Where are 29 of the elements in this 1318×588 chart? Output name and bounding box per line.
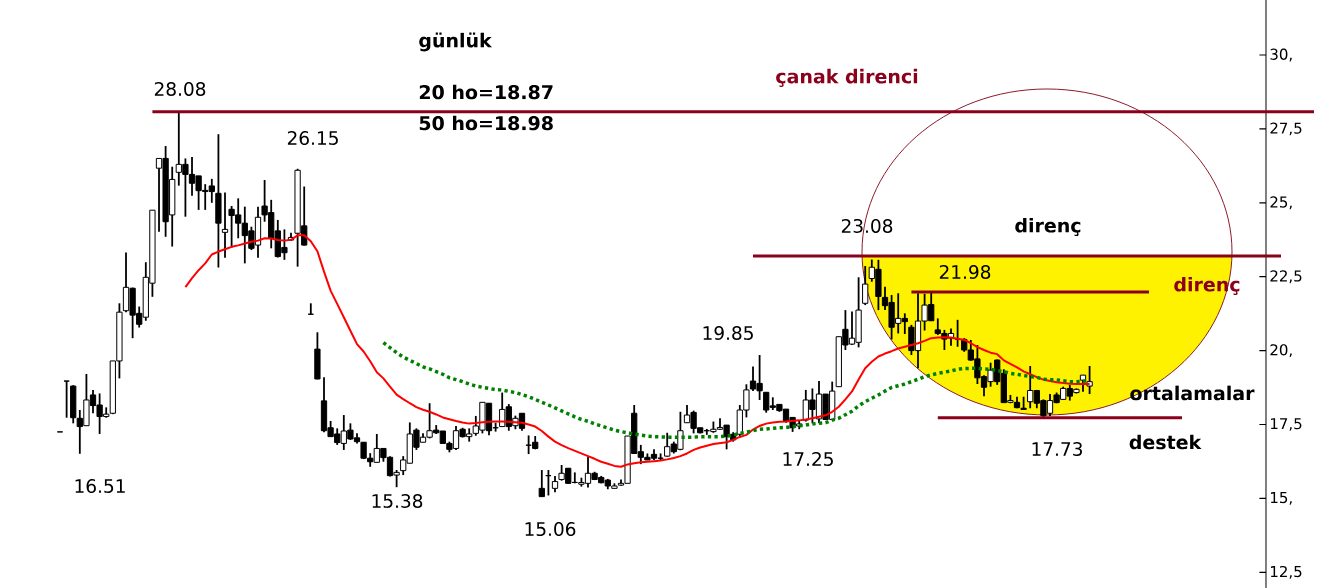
annotation: 21.98 (939, 264, 991, 279)
annotation: 15.06 (525, 522, 576, 537)
annotation: 19.85 (703, 326, 753, 340)
candlestick (63, 380, 70, 419)
annotation: 20 ho=18.87 (419, 84, 553, 100)
y-tick-label: 30, (1270, 48, 1292, 62)
annotation: 15.38 (372, 493, 423, 508)
annotation: 16.51 (75, 479, 125, 493)
y-tick-label: 22,5 (1270, 270, 1302, 284)
y-tick-label: 15, (1270, 492, 1292, 505)
annotation: direnç (1015, 217, 1081, 237)
annotation: 26.15 (287, 131, 338, 145)
annotation: 17.73 (1032, 442, 1082, 456)
y-tick-label: 12,5 (1270, 565, 1302, 579)
annotation: 28.08 (154, 81, 206, 96)
candlestick (538, 469, 545, 498)
y-tick-label: 17,5 (1270, 418, 1302, 431)
candlestick (862, 265, 869, 306)
annotation: çanak direnci (776, 68, 918, 88)
y-tick-label: 27,5 (1270, 122, 1302, 136)
y-tick-label: 25, (1270, 196, 1292, 210)
annotation: 17.25 (783, 452, 833, 466)
candlestick (221, 191, 229, 259)
annotation: 50 ho=18.98 (419, 115, 553, 131)
candlestick (1086, 365, 1093, 395)
text: günlük (419, 32, 493, 52)
y-tick-label: 20, (1270, 344, 1292, 358)
annotation: 23.08 (841, 218, 893, 233)
annotation: destek (1129, 434, 1202, 450)
